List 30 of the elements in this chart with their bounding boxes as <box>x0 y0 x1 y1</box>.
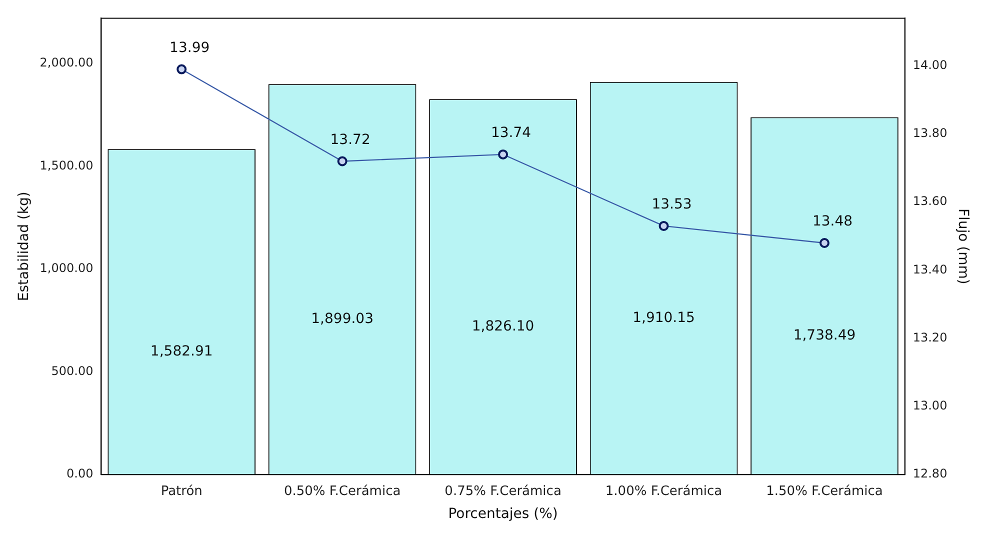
data-label: 13.74 <box>490 125 532 142</box>
data-label: 13.48 <box>812 214 853 230</box>
y-tick-label: 1,500.00 <box>40 158 94 172</box>
data-label: 1,899.03 <box>311 311 374 328</box>
y2-tick-label: 13.60 <box>912 194 948 208</box>
y2-axis-title: Flujo (mm) <box>954 208 971 284</box>
x-axis-title: Porcentajes (%) <box>448 506 558 522</box>
data-label: 1,738.49 <box>793 328 856 344</box>
y-tick-label: 2,000.00 <box>40 56 94 70</box>
x-tick-label: 1.00% F.Cerámica <box>605 484 722 499</box>
y2-tick-label: 14.00 <box>912 58 948 72</box>
data-label: 1,826.10 <box>472 318 534 335</box>
x-tick-label: 1.50% F.Cerámica <box>766 484 883 499</box>
data-label: 1,582.91 <box>150 344 213 360</box>
data-label: 13.99 <box>170 40 210 56</box>
y2-tick-label: 12.80 <box>912 466 948 481</box>
x-tick-label: Patrón <box>160 484 202 499</box>
y2-tick-label: 13.40 <box>912 262 948 276</box>
y-axis-title: Estabilidad (kg) <box>16 192 32 302</box>
data-label: 13.72 <box>330 132 370 148</box>
y2-tick-label: 13.80 <box>912 126 948 140</box>
y-tick-label: 1,000.00 <box>40 261 94 276</box>
data-label: 1,910.15 <box>632 310 695 326</box>
data-label: 13.53 <box>652 196 692 213</box>
x-tick-label: 0.50% F.Cerámica <box>284 484 401 499</box>
y-tick-label: 0.00 <box>66 466 94 481</box>
y-tick-label: 500.00 <box>51 364 94 378</box>
y2-tick-label: 13.00 <box>912 398 948 413</box>
y2-tick-label: 13.20 <box>912 330 948 344</box>
x-tick-label: 0.75% F.Cerámica <box>444 484 562 499</box>
